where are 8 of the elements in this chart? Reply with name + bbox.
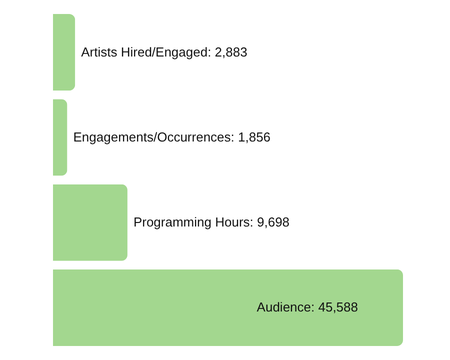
bar [53, 184, 128, 261]
data-label: Artists Hired/Engaged: 2,883 [81, 44, 248, 60]
data-label: Engagements/Occurrences: 1,856 [73, 129, 271, 144]
bar [53, 269, 403, 346]
bar [53, 99, 68, 176]
bar [53, 14, 76, 91]
data-label: Audience: 45,588 [256, 300, 358, 315]
data-label: Programming Hours: 9,698 [133, 214, 290, 230]
